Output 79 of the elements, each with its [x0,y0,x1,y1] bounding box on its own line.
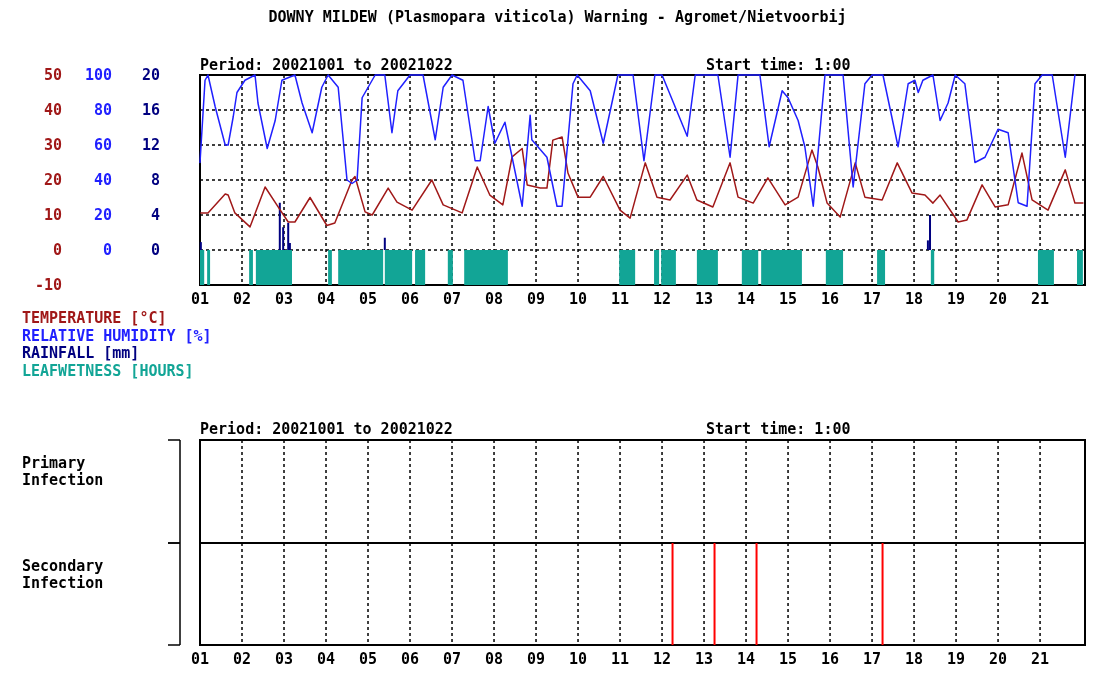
y3-tick-label: 20 [141,66,160,84]
y3-tick-label: 4 [150,206,160,224]
x-tick-label: 18 [905,650,924,668]
x-tick-label: 20 [989,650,1008,668]
x-tick-label: 05 [358,290,378,308]
y3-tick-label: 12 [141,136,160,154]
x-tick-label: 19 [947,290,966,308]
x-tick-label: 14 [737,290,756,308]
y2-tick-label: 40 [93,171,112,189]
y3-tick-label: 16 [141,101,160,119]
x-tick-label: 02 [232,290,252,308]
chart-subtitle: Period: 20021001 to 20021022 [200,56,453,74]
y-tick-label: 30 [43,136,62,154]
x-tick-label: 01 [190,650,210,668]
y-axis-title: Secondary Infection [22,557,104,592]
x-tick-label: 21 [1031,290,1050,308]
y2-tick-label: 100 [84,66,112,84]
text: RELATIVE HUMIDITY [%] [22,326,212,345]
x-tick-label: 04 [316,290,336,308]
x-tick-label: 14 [737,650,756,668]
x-tick-label: 21 [1031,650,1050,668]
x-tick-label: 12 [653,650,672,668]
x-tick-label: 12 [653,290,672,308]
y2-tick-label: 0 [102,241,112,259]
text: Primary Infection [22,454,104,489]
x-tick-label: 10 [568,650,588,668]
text: Period: 20021001 to 20021022 [200,420,453,438]
x-tick-label: 04 [316,650,336,668]
x-tick-label: 06 [400,290,420,308]
text: Start time: 1:00 [706,56,851,74]
x-tick-label: 11 [611,290,630,308]
x-tick-label: 05 [358,650,378,668]
x-tick-label: 09 [526,290,546,308]
y-tick-label: 20 [43,171,62,189]
y3-tick-label: 8 [150,171,160,189]
bar [278,202,281,250]
x-tick-label: 18 [905,290,924,308]
x-tick-label: 17 [863,650,882,668]
x-tick-label: 03 [274,650,294,668]
x-tick-label: 08 [484,650,504,668]
x-tick-label: 08 [484,290,504,308]
line-series [199,74,1076,207]
y2-tick-label: 20 [93,206,112,224]
text: TEMPERATURE [°C] [22,309,167,327]
x-tick-label: 16 [821,650,840,668]
x-tick-label: 01 [190,290,210,308]
text: LEAFWETNESS [HOURS] [22,361,194,380]
x-tick-label: 07 [442,650,462,668]
x-tick-label: 17 [863,290,882,308]
x-tick-label: 07 [442,290,462,308]
y-tick-label: 50 [43,66,62,84]
y2-tick-label: 80 [93,101,112,119]
x-tick-label: 13 [695,290,714,308]
x-tick-label: 13 [695,650,714,668]
bar [929,215,932,250]
x-tick-label: 16 [821,290,840,308]
y-tick-label: 10 [43,206,62,224]
y3-tick-label: 0 [150,241,160,259]
x-tick-label: 09 [526,650,546,668]
bar [383,237,386,250]
y-tick-label: 40 [43,101,62,119]
x-tick-label: 15 [779,290,798,308]
bar [287,222,290,250]
x-tick-label: 06 [400,650,420,668]
x-tick-label: 15 [779,650,798,668]
y2-tick-label: 60 [93,136,112,154]
x-tick-label: 03 [274,290,294,308]
chart-title: DOWNY MILDEW (Plasmopara viticola) Warning - Agromet/Nietvoorbij [268,8,847,26]
x-tick-label: 02 [232,650,252,668]
text: RAINFALL [mm] [22,344,140,362]
y-tick-label: -10 [34,276,62,294]
text: Start time: 1:00 [706,420,851,438]
x-tick-label: 19 [947,650,966,668]
y-tick-label: 0 [52,241,62,259]
x-tick-label: 11 [611,650,630,668]
x-tick-label: 20 [989,290,1008,308]
x-tick-label: 10 [568,290,588,308]
bar [199,242,202,250]
line-series [200,136,1084,228]
